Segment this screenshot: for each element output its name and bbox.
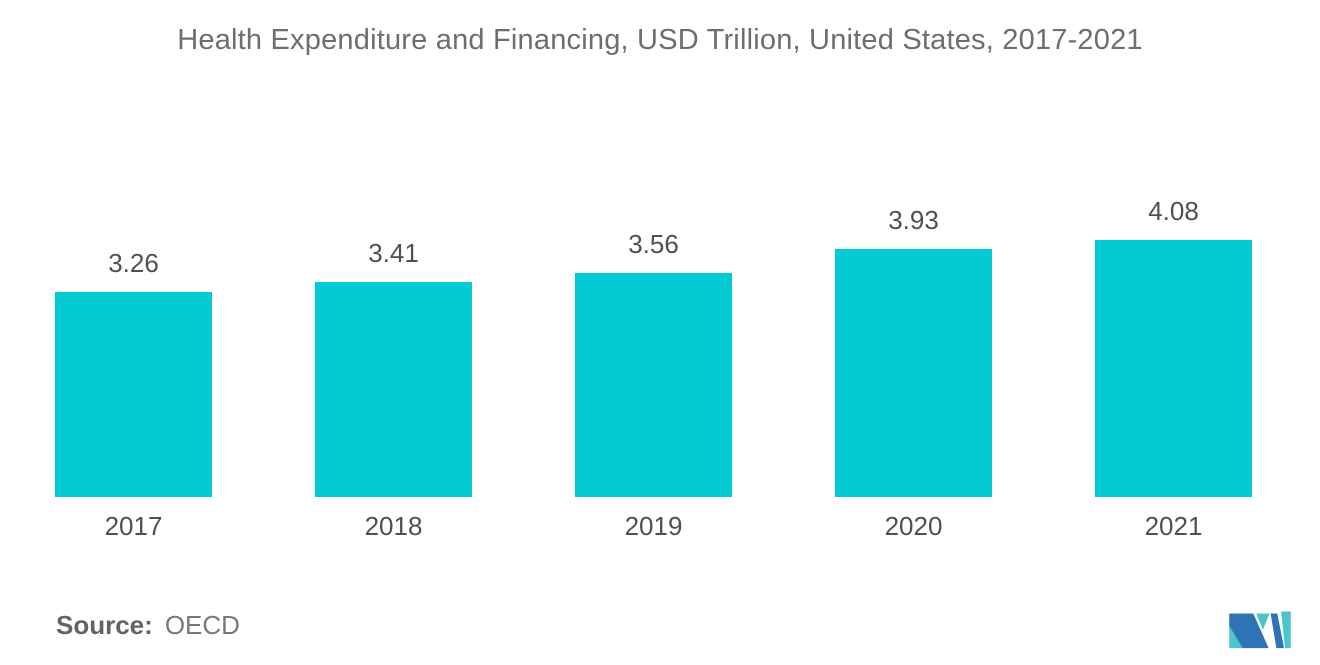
x-axis-tick-label: 2017 <box>104 511 163 541</box>
chart-title: Health Expenditure and Financing, USD Tr… <box>177 24 1143 56</box>
bar-group: 3.93 2020 <box>835 0 992 541</box>
bar <box>575 272 732 497</box>
bar-group: 3.41 2018 <box>315 0 472 541</box>
plot-area: 3.26 2017 3.41 2018 3.56 2019 3.93 2020 4.08 2021 <box>55 0 1252 541</box>
bar-value-label: 3.41 <box>368 238 419 269</box>
bar-value-label: 3.93 <box>888 205 939 236</box>
x-axis-tick-label: 2020 <box>884 511 943 541</box>
source-value: OECD <box>164 610 240 640</box>
source-line: Source: OECD <box>56 610 240 641</box>
bar-value-label: 3.56 <box>628 228 679 259</box>
bar-group: 3.56 2019 <box>575 0 732 541</box>
bar-value-label: 4.08 <box>1148 195 1199 226</box>
x-axis-tick-label: 2018 <box>364 511 423 541</box>
logo-m-icon <box>1229 611 1291 649</box>
source-label: Source: <box>56 610 153 640</box>
bar <box>315 282 472 497</box>
bar-group: 4.08 2021 <box>1095 0 1252 541</box>
bar <box>1095 239 1252 497</box>
mordor-intelligence-logo <box>1227 600 1293 650</box>
bar <box>55 291 212 497</box>
bar-value-label: 3.26 <box>108 247 159 278</box>
bar-group: 3.26 2017 <box>55 0 212 541</box>
x-axis-tick-label: 2021 <box>1144 511 1203 541</box>
bar <box>835 249 992 497</box>
x-axis-tick-label: 2019 <box>624 511 683 541</box>
